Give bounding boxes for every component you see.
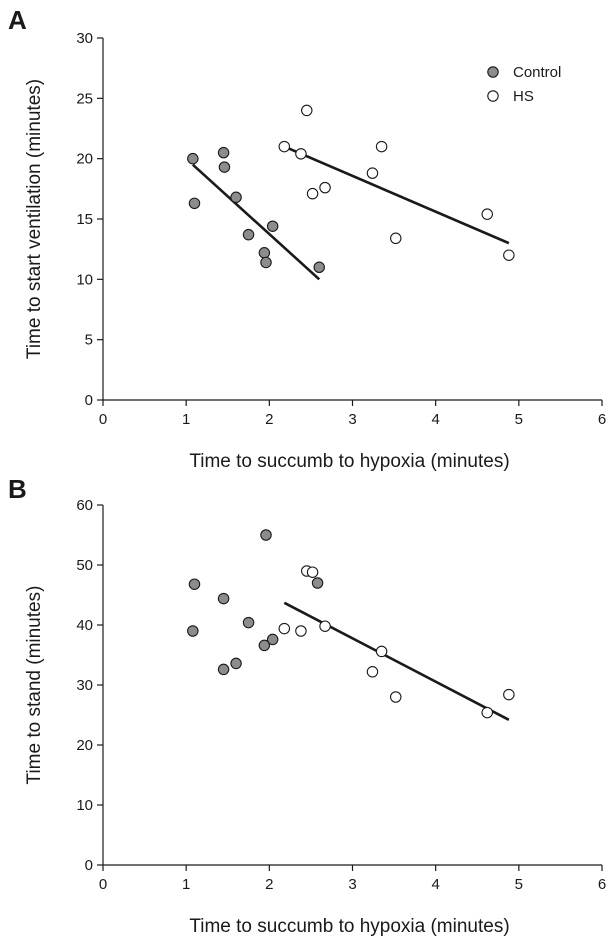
- data-point-hs: [295, 148, 307, 160]
- data-point-control: [311, 577, 324, 589]
- data-point-hs: [306, 566, 319, 578]
- data-point-control: [260, 256, 272, 269]
- data-point-control: [266, 633, 279, 646]
- x-tick-label: 4: [431, 411, 439, 428]
- data-point-hs: [301, 104, 313, 117]
- y-tick-label: 10: [76, 797, 93, 814]
- y-tick-label: 5: [85, 332, 93, 349]
- data-point-hs: [295, 625, 307, 637]
- data-point-hs: [389, 232, 402, 245]
- regression-line-control: [191, 163, 321, 281]
- legend-marker-hs: [487, 90, 499, 102]
- data-point-hs: [389, 691, 402, 703]
- x-tick-label: 5: [515, 876, 523, 893]
- x-axis-title: Time to succumb to hypoxia (minutes): [189, 916, 509, 937]
- y-tick-label: 50: [76, 557, 93, 574]
- data-point-hs: [319, 620, 331, 632]
- data-point-hs: [319, 181, 331, 194]
- x-tick-label: 1: [182, 876, 190, 893]
- data-point-control: [217, 663, 230, 676]
- data-point-hs: [481, 208, 493, 220]
- data-point-control: [188, 578, 201, 590]
- x-tick-label: 6: [598, 876, 606, 893]
- y-tick-label: 25: [76, 90, 93, 107]
- data-point-hs: [503, 688, 515, 701]
- data-point-hs: [366, 167, 379, 179]
- data-point-hs: [375, 140, 388, 153]
- x-tick-label: 1: [182, 411, 190, 428]
- x-tick-label: 6: [598, 411, 606, 428]
- data-point-control: [188, 197, 201, 210]
- data-point-control: [230, 191, 242, 204]
- regression-line-hs: [283, 145, 510, 245]
- x-tick-label: 5: [515, 411, 523, 428]
- y-tick-label: 40: [76, 617, 93, 634]
- y-axis-title: Time to stand (minutes): [24, 586, 45, 785]
- x-tick-label: 3: [348, 876, 356, 893]
- data-point-control: [230, 657, 242, 670]
- x-tick-label: 0: [99, 411, 107, 428]
- y-tick-label: 20: [76, 151, 93, 168]
- legend-label-hs: HS: [513, 88, 534, 105]
- y-tick-label: 30: [76, 30, 93, 47]
- panel-letter: B: [8, 474, 27, 504]
- legend-label-control: Control: [513, 64, 561, 81]
- y-tick-label: 20: [76, 737, 93, 754]
- data-point-control: [258, 247, 271, 259]
- y-tick-label: 0: [85, 392, 93, 409]
- y-tick-label: 15: [76, 211, 93, 228]
- data-point-control: [260, 529, 272, 541]
- data-point-control: [258, 639, 271, 652]
- chart-panel-a: A 0 1 2 3 4 5 6 0 5 10 15 20 25 30 Time to succumb to h…: [8, 5, 606, 472]
- data-point-control: [242, 616, 255, 629]
- x-tick-label: 4: [431, 876, 439, 893]
- x-tick-label: 3: [348, 411, 356, 428]
- data-point-control: [313, 261, 325, 274]
- data-point-control: [242, 228, 255, 241]
- x-tick-label: 2: [265, 876, 273, 893]
- data-point-control: [266, 220, 279, 232]
- legend-marker-control: [487, 66, 499, 78]
- data-point-hs: [278, 622, 291, 635]
- data-point-control: [217, 592, 230, 605]
- x-tick-label: 2: [265, 411, 273, 428]
- data-point-hs: [306, 187, 319, 200]
- data-point-hs: [278, 140, 291, 153]
- y-axis-title: Time to start ventilation (minutes): [24, 79, 45, 359]
- y-tick-label: 10: [76, 271, 93, 288]
- data-point-control: [218, 161, 231, 173]
- y-tick-label: 60: [76, 497, 93, 514]
- data-point-hs: [481, 706, 493, 719]
- data-point-control: [187, 625, 199, 637]
- data-point-hs: [503, 249, 515, 261]
- data-point-control: [217, 146, 230, 159]
- y-tick-label: 30: [76, 677, 93, 694]
- data-point-hs: [366, 666, 379, 678]
- data-point-control: [187, 152, 199, 165]
- y-tick-label: 0: [85, 857, 93, 874]
- x-axis-title: Time to succumb to hypoxia (minutes): [189, 451, 509, 472]
- panel-letter: A: [8, 5, 27, 35]
- data-point-hs: [375, 645, 388, 658]
- x-tick-label: 0: [99, 876, 107, 893]
